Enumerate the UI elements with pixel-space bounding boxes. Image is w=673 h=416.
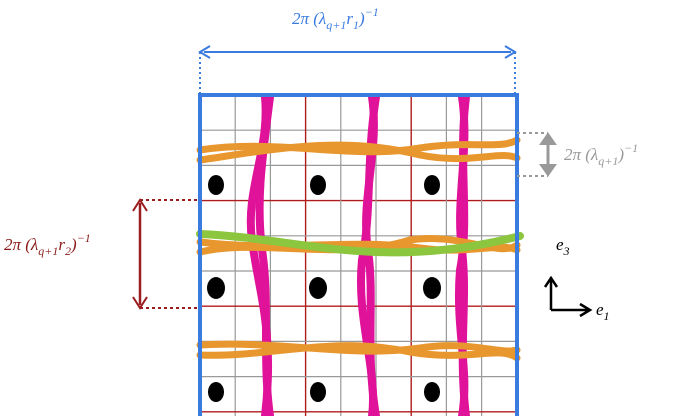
label-part: 3 — [563, 244, 570, 258]
label-part: q+1 — [38, 244, 58, 258]
left-label: 2π (λq+1r2)−1 — [4, 231, 91, 258]
left-dimension — [133, 200, 200, 308]
axes-arrows — [545, 278, 590, 316]
label-part: −1 — [77, 231, 91, 245]
label-part: 2π (λ — [564, 145, 598, 164]
dot — [309, 277, 327, 299]
label-part: q+1 — [598, 154, 618, 168]
right-label: 2π (λq+1)−1 — [564, 141, 638, 168]
dots — [207, 175, 441, 402]
top-dimension — [200, 46, 515, 95]
label-part: 2π (λ — [292, 9, 326, 28]
dot — [424, 382, 440, 402]
e3-label: e3 — [556, 235, 570, 258]
right-dimension — [517, 133, 555, 176]
dot — [207, 277, 225, 299]
e1-label: e1 — [596, 300, 610, 323]
axes-icon — [545, 278, 590, 316]
dot — [310, 382, 326, 402]
dot — [208, 175, 224, 195]
top-label: 2π (λq+1r1)−1 — [292, 5, 379, 32]
label-part: 2π (λ — [4, 235, 38, 254]
dot — [310, 175, 326, 195]
label-part: q+1 — [326, 18, 346, 32]
dot — [423, 277, 441, 299]
label-part: −1 — [365, 5, 379, 19]
label-part: 1 — [604, 309, 610, 323]
dot — [208, 382, 224, 402]
dot — [424, 175, 440, 195]
label-part: −1 — [624, 141, 638, 155]
diagram: 2π (λq+1r1)−1 2π (λq+1)−1 2π (λq+1r2)−1 … — [0, 0, 673, 416]
